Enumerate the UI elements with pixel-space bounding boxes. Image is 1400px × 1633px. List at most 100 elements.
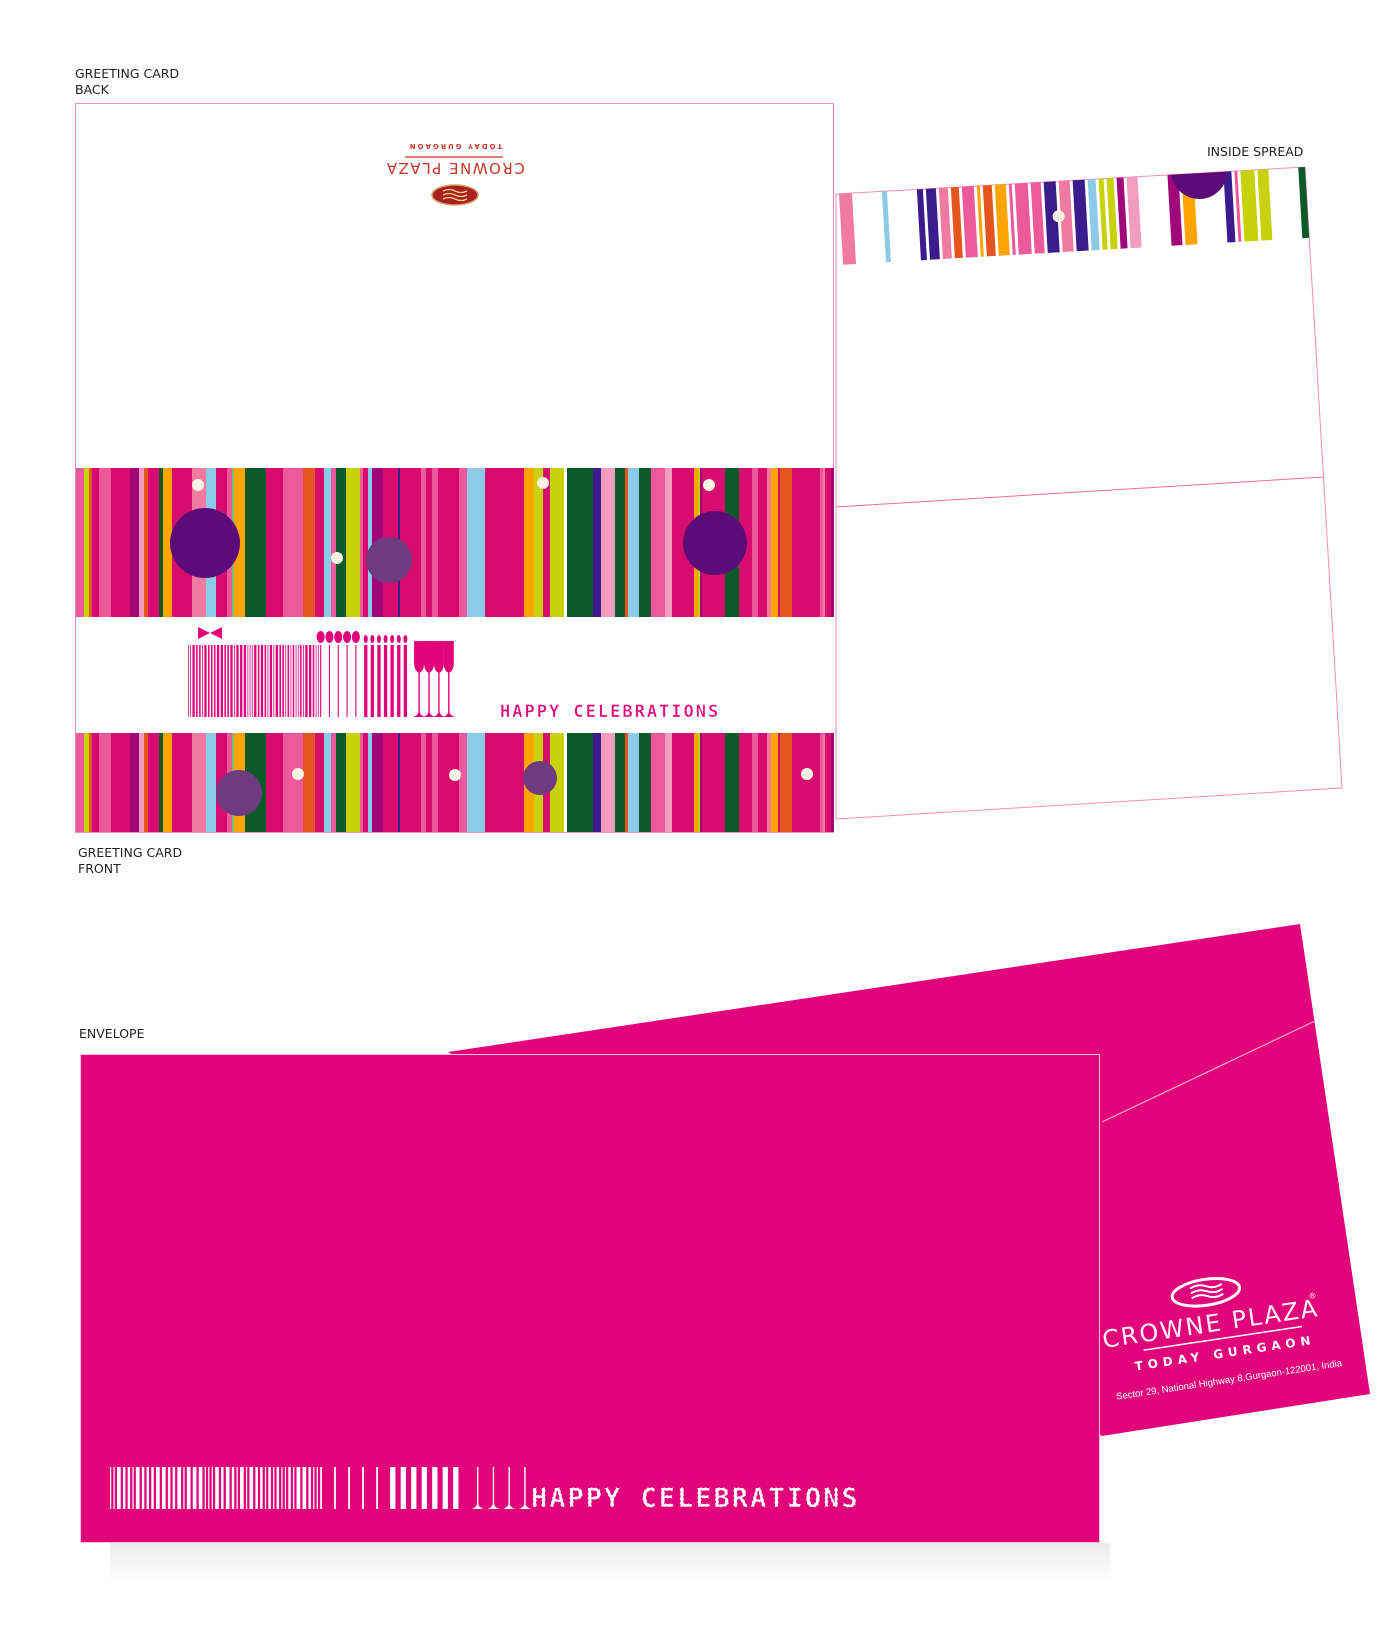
stripe [651,733,665,832]
rose-stem [348,1467,350,1509]
bar [146,1467,150,1509]
glass-base [471,1501,484,1509]
stripe [916,184,927,261]
label-inside-spread: INSIDE SPREAD [1207,144,1303,159]
stripe [820,468,823,617]
bar [273,645,275,717]
stripe [823,733,825,832]
bar [188,645,189,717]
bar [243,645,247,717]
glass-stem [418,645,420,717]
stripe [615,733,625,832]
stripe [925,184,940,260]
stripe [820,733,823,832]
white-dot [1052,210,1065,223]
bar [264,1467,267,1509]
bar [249,1467,254,1509]
stripe [950,182,963,259]
stripe [438,733,442,832]
bar [309,645,312,717]
flame-icon [376,635,381,643]
stripe [1014,178,1032,255]
glass-stem [524,1467,526,1509]
stripe [778,468,780,617]
bar [190,645,191,717]
stripe [564,733,567,832]
white-dot [801,768,813,780]
inside-spread [835,166,1343,820]
white-dot [537,477,549,489]
bar [213,645,216,717]
stripe [502,468,516,617]
bar [220,645,223,717]
bar [204,1467,206,1509]
bar [255,1467,258,1509]
stripe [271,468,283,617]
stripe [432,733,438,832]
candle [397,645,401,717]
stripe [459,733,467,832]
stripe [89,468,92,617]
card-tagline: HAPPY CELEBRATIONS [500,702,720,722]
bar [216,645,220,717]
stripe [502,733,516,832]
stripe [343,468,346,617]
stripe [303,733,315,832]
stripe [694,733,698,832]
stripe [628,733,639,832]
bar [183,1467,185,1509]
stripe [360,733,363,832]
stripe [806,468,813,617]
registered-mark: ® [1308,1291,1317,1301]
stripe [564,468,567,617]
candle [377,645,381,717]
stripe [396,733,398,832]
stripe [400,468,413,617]
bar [268,1467,271,1509]
rose-icon [334,631,343,643]
bar [317,645,319,717]
stripe [459,468,467,617]
glass-stem [438,645,440,717]
stripe [881,187,892,263]
stripe [628,468,639,617]
bar [141,1467,145,1509]
label-card-front: GREETING CARD [78,845,182,860]
stripe [141,733,144,832]
rose-stem [320,645,322,717]
stripe [442,468,452,617]
bar [303,645,304,717]
stripe [432,468,438,617]
stripe [780,733,792,832]
stripe [76,468,84,617]
stripe [534,468,543,617]
dot-circle [523,761,557,795]
stripe [467,468,479,617]
stripe [982,181,996,257]
stripe [92,733,99,832]
stripe [1234,167,1242,242]
stripe [1257,167,1273,241]
stripe [452,468,459,617]
flame-icon [363,635,368,643]
candle [400,1467,406,1509]
stripe [144,733,148,832]
stripe [578,733,593,832]
stripe [317,468,324,617]
bar [300,645,302,717]
bar [288,1467,291,1509]
stripe [317,733,324,832]
bar [211,1467,213,1509]
stripe [625,468,628,617]
white-dot [292,768,304,780]
logo-name: CROWNE PLAZA [385,159,525,177]
rose-stem [376,1467,378,1509]
bar [316,1467,318,1509]
candle [383,645,388,717]
stripe [253,468,266,617]
white-dot [331,552,343,564]
candle [421,1467,427,1509]
stripe [683,733,694,832]
stripe [485,468,495,617]
stripe [1098,174,1108,250]
